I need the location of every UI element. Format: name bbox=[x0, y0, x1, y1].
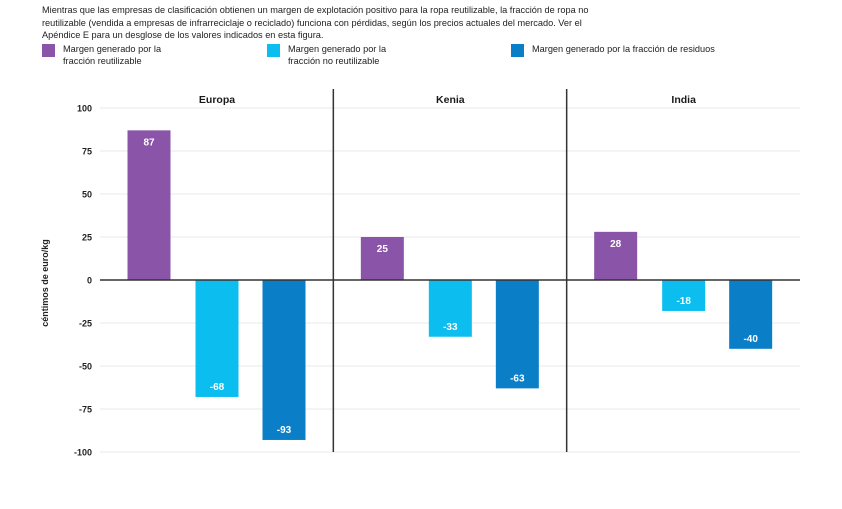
legend-item-residuos: Margen generado por la fracción de resid… bbox=[511, 44, 715, 57]
y-axis-label: céntimos de euro/kg bbox=[40, 239, 50, 327]
y-tick-label: 50 bbox=[82, 190, 92, 200]
bar-value-label: -68 bbox=[210, 382, 225, 393]
bar-value-label: -93 bbox=[277, 425, 292, 436]
legend-swatch-reutilizable bbox=[42, 44, 55, 57]
legend-swatch-residuos bbox=[511, 44, 524, 57]
bar-value-label: -33 bbox=[443, 322, 458, 333]
legend-label-line: fracción reutilizable bbox=[63, 55, 142, 66]
legend-item-no-reutilizable: Margen generado por la fracción no reuti… bbox=[267, 44, 386, 67]
bar-value-label: 25 bbox=[377, 244, 389, 255]
legend-label-reutilizable: Margen generado por la fracción reutiliz… bbox=[63, 44, 161, 67]
legend-label-residuos: Margen generado por la fracción de resid… bbox=[532, 44, 715, 56]
figure-caption: Mientras que las empresas de clasificaci… bbox=[42, 5, 589, 40]
legend-item-reutilizable: Margen generado por la fracción reutiliz… bbox=[42, 44, 161, 67]
y-tick-label: -100 bbox=[74, 448, 92, 458]
legend-label-no-reutilizable: Margen generado por la fracción no reuti… bbox=[288, 44, 386, 67]
bar-value-label: 28 bbox=[610, 239, 622, 250]
bar bbox=[594, 231, 638, 280]
y-tick-label: -25 bbox=[79, 319, 92, 329]
legend-label-line: fracción no reutilizable bbox=[288, 55, 380, 66]
panel-title: India bbox=[671, 94, 696, 106]
bar bbox=[262, 280, 306, 440]
bar-value-label: 87 bbox=[143, 137, 155, 148]
y-tick-label: 0 bbox=[87, 276, 92, 286]
panel-title: Kenia bbox=[436, 94, 465, 106]
y-tick-label: -75 bbox=[79, 405, 92, 415]
panel-title: Europa bbox=[199, 94, 235, 106]
legend-label-line: Margen generado por la fracción de resid… bbox=[532, 44, 715, 54]
bar bbox=[662, 280, 706, 311]
bar bbox=[495, 280, 539, 389]
y-tick-label: 75 bbox=[82, 147, 92, 157]
legend-label-line: Margen generado por la bbox=[288, 44, 387, 54]
legend-label-line: Margen generado por la bbox=[63, 44, 162, 54]
y-tick-label: 100 bbox=[77, 104, 92, 114]
bar bbox=[360, 237, 404, 280]
bar-value-label: -18 bbox=[676, 296, 691, 307]
y-tick-label: 25 bbox=[82, 233, 92, 243]
bar bbox=[127, 130, 171, 280]
bar-value-label: -63 bbox=[510, 373, 525, 384]
legend-swatch-no-reutilizable bbox=[267, 44, 280, 57]
bar-value-label: -40 bbox=[743, 334, 758, 345]
bar bbox=[729, 280, 773, 349]
y-tick-label: -50 bbox=[79, 362, 92, 372]
bar bbox=[428, 280, 472, 337]
bar bbox=[195, 280, 239, 397]
